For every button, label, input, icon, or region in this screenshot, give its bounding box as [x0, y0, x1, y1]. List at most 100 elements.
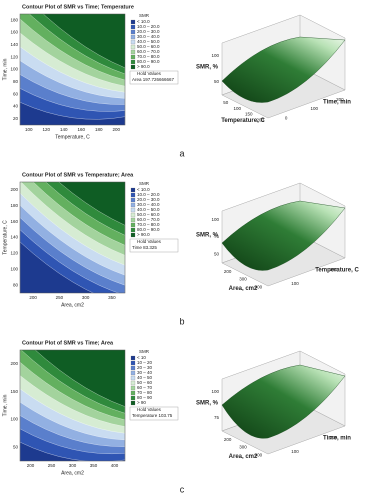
legend-swatch [130, 222, 136, 228]
legend-label: 30.0 – 40.0 [137, 34, 160, 39]
x-tick-label: 250 [56, 295, 64, 300]
y-tick-label: 140 [10, 42, 18, 47]
y-tick-label: 120 [10, 54, 18, 59]
x-axis-label: Area, cm2 [229, 286, 258, 292]
legend-title: SMR [139, 349, 150, 354]
legend-label: 50.0 – 60.0 [137, 212, 160, 217]
x-tick-label: 100 [25, 127, 33, 132]
legend-swatch [130, 395, 136, 401]
legend-label: 20.0 – 30.0 [137, 29, 160, 34]
legend-swatch [130, 375, 136, 381]
legend-label: 80.0 – 90.0 [137, 227, 160, 232]
hold-values: Area 197.726666667 [132, 77, 175, 82]
legend-swatch [130, 370, 136, 376]
x-tick-label: 120 [42, 127, 50, 132]
x-tick-label: 400 [255, 452, 263, 457]
hold-box [129, 70, 179, 85]
legend-swatch [130, 390, 136, 396]
legend-swatch [130, 34, 136, 40]
y-axis-label: Temperature, C [315, 268, 359, 274]
legend-label: 80 – 90 [137, 395, 153, 400]
legend-swatch [130, 380, 136, 386]
z-axis-label: SMR, % [196, 401, 219, 407]
x-tick-label: 400 [111, 463, 119, 468]
legend-swatch [130, 24, 136, 30]
legend-label: < 10.0 [137, 187, 150, 192]
hold-box [129, 238, 179, 253]
z-tick-label: 100 [211, 217, 219, 222]
y-tick-label: 100 [291, 281, 299, 286]
legend-label: 40.0 – 50.0 [137, 39, 160, 44]
legend-label: 70.0 – 80.0 [137, 54, 160, 59]
y-tick-label: 200 [336, 97, 344, 102]
y-tick-label: 60 [13, 91, 19, 96]
legend-label: 60 – 70 [137, 385, 153, 390]
y-tick-label: 160 [10, 30, 18, 35]
x-axis-label: Area, cm2 [61, 470, 84, 476]
legend-swatch [130, 187, 136, 193]
plot-frame [19, 181, 126, 294]
plot-frame [19, 349, 126, 462]
hold-values: Temperature 103.75 [132, 413, 173, 418]
legend-swatch [130, 355, 136, 361]
x-tick-label: 300 [82, 295, 90, 300]
legend-swatch [130, 197, 136, 203]
x-tick-label: 100 [233, 106, 241, 111]
legend-title: SMR [139, 13, 150, 18]
y-tick-label: 200 [10, 187, 18, 192]
y-axis-label: Temperature, C [2, 220, 8, 255]
legend-swatch [130, 232, 136, 238]
surface [221, 36, 346, 103]
legend-swatch [130, 29, 136, 35]
legend-label: 10.0 – 20.0 [137, 192, 160, 197]
panel-label: c [180, 484, 185, 494]
hold-values: Time 83.325 [132, 245, 157, 250]
x-tick-label: 180 [95, 127, 103, 132]
z-axis-label: SMR, % [196, 65, 219, 71]
x-tick-label: 400 [255, 284, 263, 289]
x-axis-label: Temperature, C [55, 134, 90, 140]
z-axis-label: SMR, % [196, 233, 219, 239]
legend-swatch [130, 385, 136, 391]
x-tick-label: 200 [112, 127, 120, 132]
y-tick-label: 160 [10, 219, 18, 224]
y-tick-label: 20 [13, 116, 19, 121]
legend-label: 60.0 – 70.0 [137, 49, 160, 54]
legend-swatch [130, 59, 136, 65]
y-tick-label: 0 [285, 116, 288, 121]
x-tick-label: 200 [256, 117, 264, 122]
y-tick-label: 180 [10, 17, 18, 22]
contour-plot [20, 14, 125, 125]
hold-title: Hold Values [137, 407, 162, 412]
legend-label: > 90.0 [137, 64, 150, 69]
y-tick-label: 100 [10, 266, 18, 271]
legend-swatch [130, 202, 136, 208]
x-tick-label: 200 [27, 463, 35, 468]
y-axis-label: Time, min [323, 436, 351, 442]
x-tick-label: 200 [224, 269, 232, 274]
x-tick-label: 200 [224, 437, 232, 442]
y-tick-label: 120 [10, 251, 18, 256]
legend-swatch [130, 400, 136, 406]
x-tick-label: 350 [90, 463, 98, 468]
legend-label: 40.0 – 50.0 [137, 207, 160, 212]
legend-label: 70 – 80 [137, 390, 153, 395]
contour-band [20, 241, 94, 293]
x-tick-label: 50 [223, 100, 229, 105]
legend-label: 10 – 20 [137, 360, 153, 365]
y-tick-label: 200 [330, 267, 338, 272]
legend-swatch [130, 212, 136, 218]
legend-label: 50 – 60 [137, 380, 153, 385]
legend-swatch [130, 217, 136, 223]
legend-label: < 10 [137, 355, 146, 360]
legend-label: > 90.0 [137, 232, 150, 237]
hold-box [129, 406, 179, 421]
hold-title: Hold Values [137, 239, 162, 244]
y-tick-label: 150 [10, 389, 18, 394]
x-tick-label: 200 [29, 295, 37, 300]
y-tick-label: 100 [10, 417, 18, 422]
y-tick-label: 140 [10, 235, 18, 240]
legend-label: 30.0 – 40.0 [137, 202, 160, 207]
z-tick-label: 100 [211, 53, 219, 58]
